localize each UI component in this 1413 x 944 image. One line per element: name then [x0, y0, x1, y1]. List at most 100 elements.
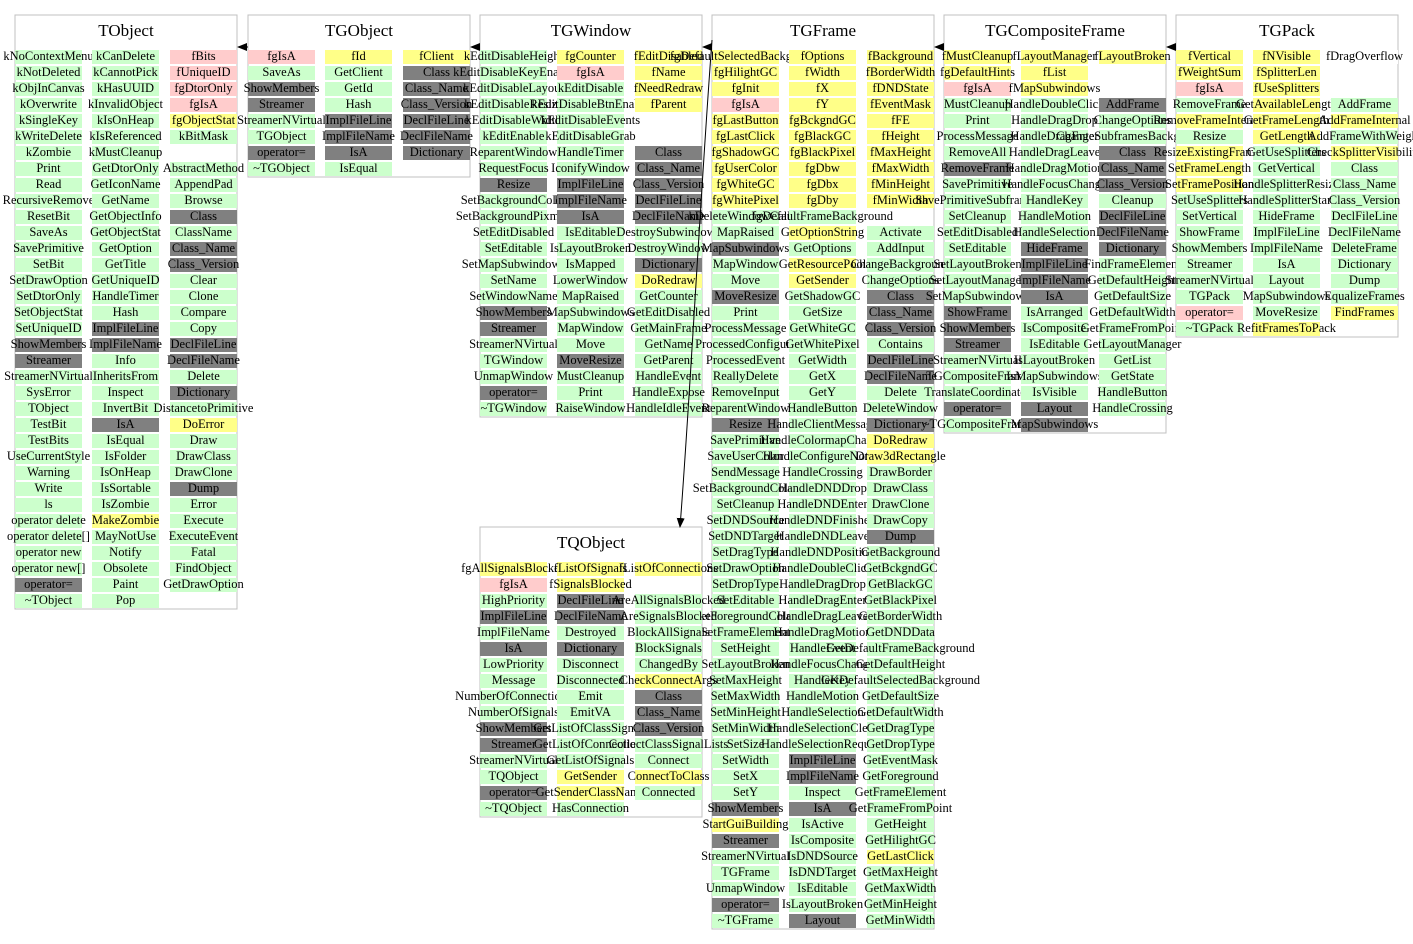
member-label: SetDrawOption [706, 561, 785, 575]
member-label: kIsReferenced [89, 129, 162, 143]
member-label: SetFrameElement [701, 625, 791, 639]
member-cell [635, 290, 702, 304]
member-cell [789, 226, 856, 240]
member-cell [92, 546, 159, 560]
member-cell [712, 274, 779, 288]
member-label: GetDrawOption [163, 577, 244, 591]
member-label: Resize [497, 177, 531, 191]
member-label: Clone [189, 289, 219, 303]
member-cell [635, 754, 702, 768]
member-label: SaveAs [29, 225, 67, 239]
member-label: IsMapped [566, 257, 617, 271]
member-cell [557, 402, 624, 416]
member-cell [92, 178, 159, 192]
member-cell [789, 898, 856, 912]
member-cell [712, 114, 779, 128]
member-cell [635, 674, 702, 688]
class-box: TObject kNoContextMenu kNotDeleted kObjInCa… [3, 14, 254, 610]
member-label: Streamer [491, 321, 537, 335]
member-label: IsLayoutBroken [1014, 353, 1096, 367]
member-cell [325, 162, 392, 176]
member-cell [1176, 274, 1243, 288]
member-cell [944, 226, 1011, 240]
member-cell [712, 770, 779, 784]
member-cell [92, 194, 159, 208]
member-cell [170, 130, 237, 144]
member-label: Class_Version [1329, 193, 1401, 207]
member-cell [15, 514, 82, 528]
member-label: Error [190, 497, 217, 511]
member-label: kEditDisableWidth [465, 113, 562, 127]
member-label: RefitFramesToPack [1237, 321, 1337, 335]
member-label: RequestFocus [478, 161, 548, 175]
member-cell [557, 162, 624, 176]
member-label: ls [44, 497, 52, 511]
member-label: FindFrameElement [1084, 257, 1181, 271]
member-cell [867, 562, 934, 576]
member-label: GetLayoutManager [1084, 337, 1183, 351]
member-cell [480, 562, 547, 576]
member-label: fMinWidth [873, 193, 929, 207]
member-cell [557, 786, 624, 800]
member-cell [867, 658, 934, 672]
member-cell [944, 98, 1011, 112]
member-cell [1021, 338, 1088, 352]
member-label: IsDNDTarget [789, 865, 857, 879]
member-label: GetDtorOnly [93, 161, 160, 175]
member-label: fgDbx [807, 177, 840, 191]
member-cell [867, 786, 934, 800]
member-label: IsComposite [791, 833, 855, 847]
member-cell [92, 450, 159, 464]
member-cell [789, 850, 856, 864]
member-label: HandleSelectionClear [768, 721, 879, 735]
member-label: operator delete[] [7, 529, 90, 543]
member-cell [867, 162, 934, 176]
member-label: fDNDState [872, 81, 929, 95]
member-cell [712, 370, 779, 384]
member-label: Class [1119, 145, 1146, 159]
member-label: HandleDNDLeave [776, 529, 870, 543]
member-label: kBitMask [179, 129, 229, 143]
member-cell [557, 50, 624, 64]
member-label: Inspect [107, 385, 144, 399]
member-label: SaveUserColor [707, 449, 784, 463]
member-label: fgHilightGC [714, 65, 777, 79]
member-label: HandleSelection [781, 705, 864, 719]
member-label: ~TQObject [485, 801, 542, 815]
member-cell [1176, 162, 1243, 176]
member-label: fWeightSum [1178, 65, 1241, 79]
member-cell [635, 594, 702, 608]
member-label: MakeZombie [92, 513, 160, 527]
member-cell [867, 290, 934, 304]
member-cell [789, 210, 856, 224]
class-title: TGPack [1259, 21, 1315, 40]
member-cell [867, 354, 934, 368]
member-label: GetSenderClassName [536, 785, 646, 799]
member-cell [170, 418, 237, 432]
member-cell [789, 114, 856, 128]
member-cell [170, 322, 237, 336]
member-cell [557, 338, 624, 352]
member-label: fX [816, 81, 829, 95]
member-label: ImplFileName [786, 769, 859, 783]
member-cell [789, 386, 856, 400]
member-label: NumberOfSignals [468, 705, 559, 719]
member-cell [712, 98, 779, 112]
member-cell [92, 290, 159, 304]
member-cell [480, 82, 547, 96]
member-label: fId [351, 49, 366, 63]
member-label: Paint [113, 577, 139, 591]
member-cell [1253, 226, 1320, 240]
member-label: HandleMotion [1018, 209, 1092, 223]
member-label: DeleteWindow [863, 401, 938, 415]
member-cell [712, 498, 779, 512]
member-cell [1253, 66, 1320, 80]
member-label: HandleConfigureNotify [763, 449, 883, 463]
member-cell [170, 258, 237, 272]
member-cell [92, 210, 159, 224]
member-cell [712, 50, 779, 64]
member-label: DeclFileName [167, 353, 240, 367]
member-cell [789, 738, 856, 752]
member-cell [480, 306, 547, 320]
